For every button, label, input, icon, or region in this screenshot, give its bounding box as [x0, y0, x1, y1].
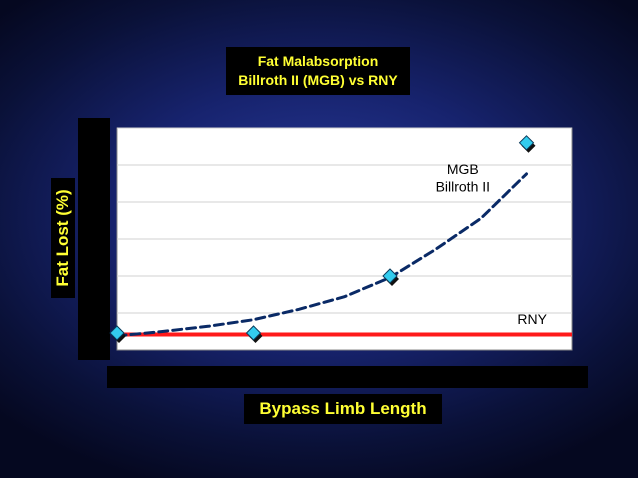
x-tick-label-100: 100 — [560, 369, 584, 385]
y-tick-label-10: 10 — [85, 268, 101, 284]
mgb-point-3 — [518, 135, 535, 151]
chart-title-box: Fat Malabsorption Billroth II (MGB) vs R… — [226, 47, 410, 95]
y-tick-label-0: 0 — [93, 342, 101, 358]
chart-title-line-1: Fat Malabsorption — [257, 53, 379, 69]
y-axis-label-box — [51, 178, 75, 298]
y-tick-label-20: 20 — [85, 194, 101, 210]
annotation-1: Billroth II — [436, 179, 490, 195]
annotation-2: RNY — [517, 311, 547, 327]
x-tick-label-80: 80 — [473, 369, 489, 385]
x-tick-label-40: 40 — [291, 369, 307, 385]
x-tick-label-strip — [107, 366, 588, 388]
y-tick-label-30: 30 — [85, 120, 101, 136]
mgb-trend-line — [115, 172, 528, 338]
x-axis-label-box: Bypass Limb Length — [244, 394, 442, 424]
y-tick-label-strip — [78, 118, 110, 360]
y-tick-label-5: 5 — [93, 305, 101, 321]
x-tick-label-0: 0 — [113, 369, 121, 385]
x-axis-label: Bypass Limb Length — [259, 399, 427, 418]
mgb-point-2 — [382, 268, 398, 284]
x-tick-label-20: 20 — [200, 369, 216, 385]
y-tick-label-15: 15 — [85, 231, 101, 247]
mgb-point-1 — [245, 325, 262, 341]
chart-title-line-2: Billroth II (MGB) vs RNY — [238, 72, 398, 88]
y-tick-label-25: 25 — [85, 157, 101, 173]
mgb-point-0 — [109, 325, 125, 341]
x-tick-label-60: 60 — [382, 369, 398, 385]
annotation-0: MGB — [447, 161, 479, 177]
